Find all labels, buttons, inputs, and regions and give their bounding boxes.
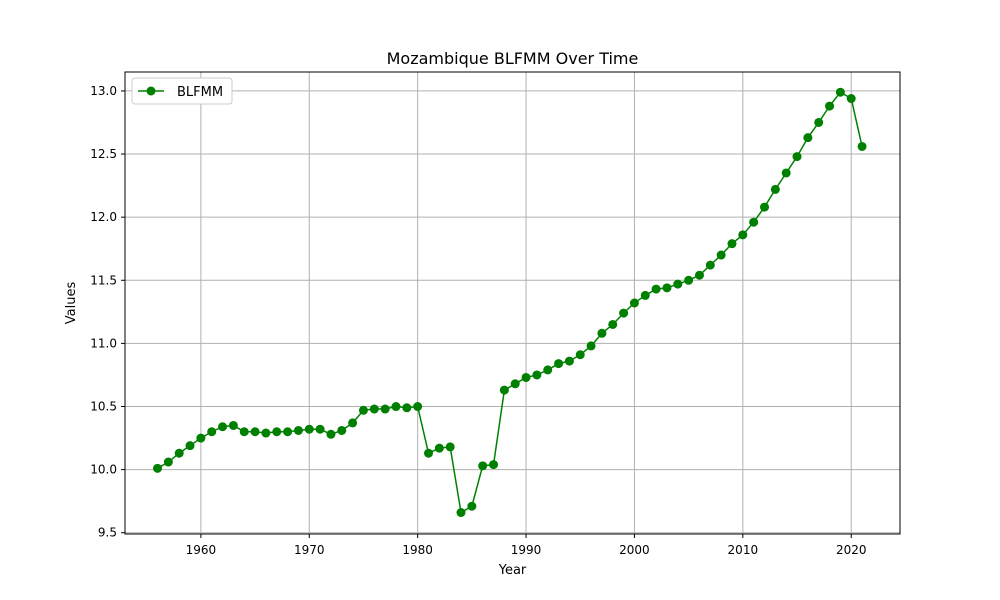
data-point	[521, 372, 531, 382]
data-point	[272, 427, 282, 437]
x-axis-label: Year	[498, 563, 527, 578]
data-point	[250, 427, 260, 437]
data-point	[391, 402, 401, 412]
y-tick-label: 11.5	[90, 273, 117, 287]
data-point	[369, 404, 379, 414]
data-point	[185, 441, 195, 451]
data-point	[153, 463, 163, 473]
data-point	[857, 141, 867, 151]
data-point	[304, 424, 314, 434]
data-point	[770, 184, 780, 194]
data-point	[445, 442, 455, 452]
data-point	[792, 152, 802, 162]
data-point	[738, 230, 748, 240]
legend-marker-swatch	[146, 86, 156, 96]
data-point	[727, 239, 737, 249]
data-point	[662, 283, 672, 293]
data-point	[575, 350, 585, 360]
grid	[125, 72, 900, 534]
data-point	[640, 290, 650, 300]
y-axis-label: Values	[64, 282, 79, 325]
x-tick-label: 1960	[186, 543, 217, 557]
data-point	[716, 250, 726, 260]
data-point	[218, 422, 228, 432]
data-point	[402, 403, 412, 413]
x-tick-label: 2000	[619, 543, 650, 557]
data-point	[174, 448, 184, 458]
data-point	[749, 217, 759, 227]
data-point	[478, 461, 488, 471]
data-point	[358, 405, 368, 415]
data-point	[434, 443, 444, 453]
data-point	[532, 370, 542, 380]
data-point	[825, 101, 835, 111]
data-point	[293, 425, 303, 435]
ticks-layer: 1960 1970 1980 1990 2000 2010 2020 9.5 10.0 10.5 1…	[90, 84, 866, 557]
data-point	[760, 202, 770, 212]
chart-title: Mozambique BLFMM Over Time	[387, 49, 639, 68]
legend-box	[131, 77, 233, 105]
data-point	[315, 424, 325, 434]
y-tick-label: 10.0	[90, 463, 117, 477]
data-point	[510, 379, 520, 389]
data-point	[608, 319, 618, 329]
data-point	[380, 404, 390, 414]
data-point	[814, 117, 824, 127]
series-layer	[153, 87, 867, 518]
legend: BLFMM	[131, 77, 233, 105]
y-tick-label: 10.5	[90, 400, 117, 414]
data-point	[207, 427, 217, 437]
data-point	[846, 94, 856, 104]
data-point	[239, 427, 249, 437]
data-point	[163, 457, 173, 467]
data-point	[337, 425, 347, 435]
data-point	[803, 133, 813, 143]
data-point	[619, 308, 629, 318]
legend-label: BLFMM	[177, 85, 223, 100]
data-point	[781, 168, 791, 178]
data-point	[456, 508, 466, 518]
x-tick-label: 1980	[402, 543, 433, 557]
y-tick-label: 13.0	[90, 84, 117, 98]
data-point	[651, 284, 661, 294]
data-point	[684, 275, 694, 285]
data-point	[228, 420, 238, 430]
data-point	[586, 341, 596, 351]
data-point	[261, 428, 271, 438]
data-point	[543, 365, 553, 375]
data-point	[326, 429, 336, 439]
y-tick-label: 12.5	[90, 147, 117, 161]
x-tick-label: 1970	[294, 543, 325, 557]
y-tick-label: 12.0	[90, 210, 117, 224]
data-point	[413, 402, 423, 412]
data-point	[489, 460, 499, 470]
x-tick-label: 2020	[836, 543, 867, 557]
data-point	[554, 359, 564, 369]
y-tick-label: 11.0	[90, 336, 117, 350]
data-point	[283, 427, 293, 437]
data-point	[629, 298, 639, 308]
x-tick-label: 1990	[511, 543, 542, 557]
data-point	[673, 279, 683, 289]
data-point	[705, 260, 715, 270]
x-tick-label: 2010	[728, 543, 759, 557]
data-point	[835, 87, 845, 97]
data-point	[348, 418, 358, 428]
y-tick-label: 9.5	[98, 526, 117, 540]
data-point	[467, 501, 477, 511]
data-point	[499, 385, 509, 395]
data-point	[597, 328, 607, 338]
data-point	[196, 433, 206, 443]
data-point	[694, 270, 704, 280]
data-point	[564, 356, 574, 366]
plot-frame	[124, 71, 901, 535]
data-point	[424, 448, 433, 458]
